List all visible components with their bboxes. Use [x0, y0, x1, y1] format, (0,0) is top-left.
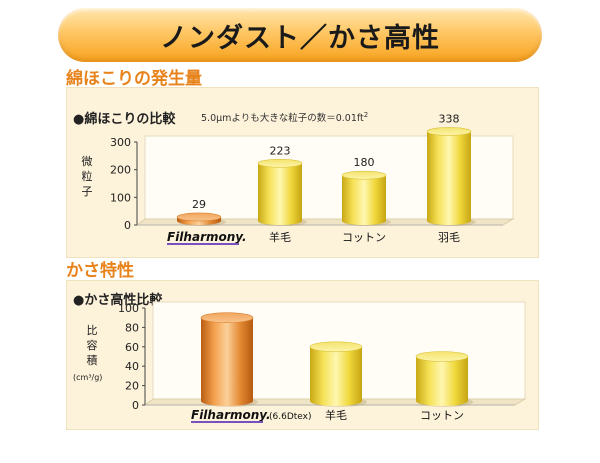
c1-bar-body	[427, 131, 471, 225]
dust-bar-chart: 0 100 200 300 29 223 180 338 Filharmony. 羊毛 コットン 羽毛	[110, 112, 515, 245]
c1-bar-3	[426, 127, 476, 226]
c1-brand-underline	[167, 243, 239, 245]
c1-data-label: 29	[192, 198, 206, 211]
c2-bar-top	[200, 312, 254, 324]
c2-x-label-brand-sub: (6.6Dtex)	[269, 412, 312, 422]
c1-data-label: 338	[439, 112, 460, 125]
c2-x-label-brand: Filharmony.	[191, 408, 271, 422]
c1-y-tick-label: 0	[124, 219, 131, 232]
c1-x-label: 羽毛	[438, 231, 460, 244]
dust-note-sup: 2	[363, 110, 369, 119]
c1-bar-top	[176, 212, 222, 222]
c1-bar-0	[176, 212, 226, 226]
c1-x-label-brand: Filharmony.	[167, 230, 247, 244]
c2-bar-0	[200, 312, 258, 407]
bulk-bar-chart: 0 20 40 60 80 100 Filharmony.(6.6Dtex) 羊毛 コットン	[118, 301, 527, 423]
dust-note-text: 5.0μmよりも大きな粒子の数＝0.01ft	[201, 113, 364, 124]
c2-y-tick-label: 0	[132, 399, 139, 412]
title-banner: ノンダスト／かさ高性	[58, 8, 542, 62]
page-title: ノンダスト／かさ高性	[160, 22, 440, 54]
c1-data-label: 180	[354, 156, 375, 169]
c1-bar-top	[257, 159, 303, 168]
bulk-y-axis-label: 比容積	[86, 324, 98, 367]
c2-bar-1	[309, 341, 367, 407]
c2-bar-body	[416, 356, 468, 406]
c1-x-label: 羊毛	[269, 230, 291, 244]
c1-bar-1	[257, 159, 307, 226]
c1-data-label: 223	[270, 144, 291, 157]
c2-y-tick-label: 80	[125, 321, 139, 334]
c1-y-tick-label: 300	[110, 136, 131, 149]
bulk-y-axis-unit: (cm³/g)	[73, 373, 103, 382]
c1-x-label: コットン	[342, 231, 386, 244]
c1-bar-body	[342, 175, 386, 225]
c2-brand-underline	[191, 421, 263, 423]
c1-y-tick-label: 100	[110, 191, 131, 204]
c2-y-tick-label: 20	[125, 380, 139, 393]
c2-bar-2	[415, 351, 473, 407]
c2-bar-body	[310, 346, 362, 406]
section-title-dust: 綿ほこりの発生量	[66, 69, 202, 89]
c1-bar-body	[258, 163, 302, 225]
dust-chart-panel: ●綿ほこりの比較 5.0μmよりも大きな粒子の数＝0.01ft2 微粒子 0 10…	[66, 87, 539, 258]
c2-y-tick-label: 60	[125, 341, 139, 354]
c1-bar-top	[426, 127, 472, 136]
bulk-chart-title: ●かさ高性比較	[73, 293, 163, 308]
c2-bar-body	[201, 317, 253, 406]
c2-y-tick-label: 100	[118, 302, 139, 315]
c2-bar-top	[309, 341, 363, 353]
bulk-chart-panel: ●かさ高性比較 比容積 (cm³/g) 0 20 40 60 80 100 Filharmo…	[66, 280, 539, 430]
dust-chart-note: 5.0μmよりも大きな粒子の数＝0.01ft2	[201, 110, 368, 124]
c2-y-tick-label: 40	[125, 360, 139, 373]
c2-x-label: 羊毛	[325, 408, 347, 422]
dust-chart-title: ●綿ほこりの比較	[73, 112, 176, 127]
c1-y-tick-label: 200	[110, 164, 131, 177]
dust-y-axis-label: 微粒子	[81, 155, 93, 198]
c1-bar-2	[341, 170, 391, 226]
c1-bar-top	[341, 170, 387, 180]
c2-x-label: コットン	[420, 409, 464, 422]
c2-bar-top	[415, 351, 469, 362]
section-title-bulk: かさ特性	[66, 261, 134, 281]
